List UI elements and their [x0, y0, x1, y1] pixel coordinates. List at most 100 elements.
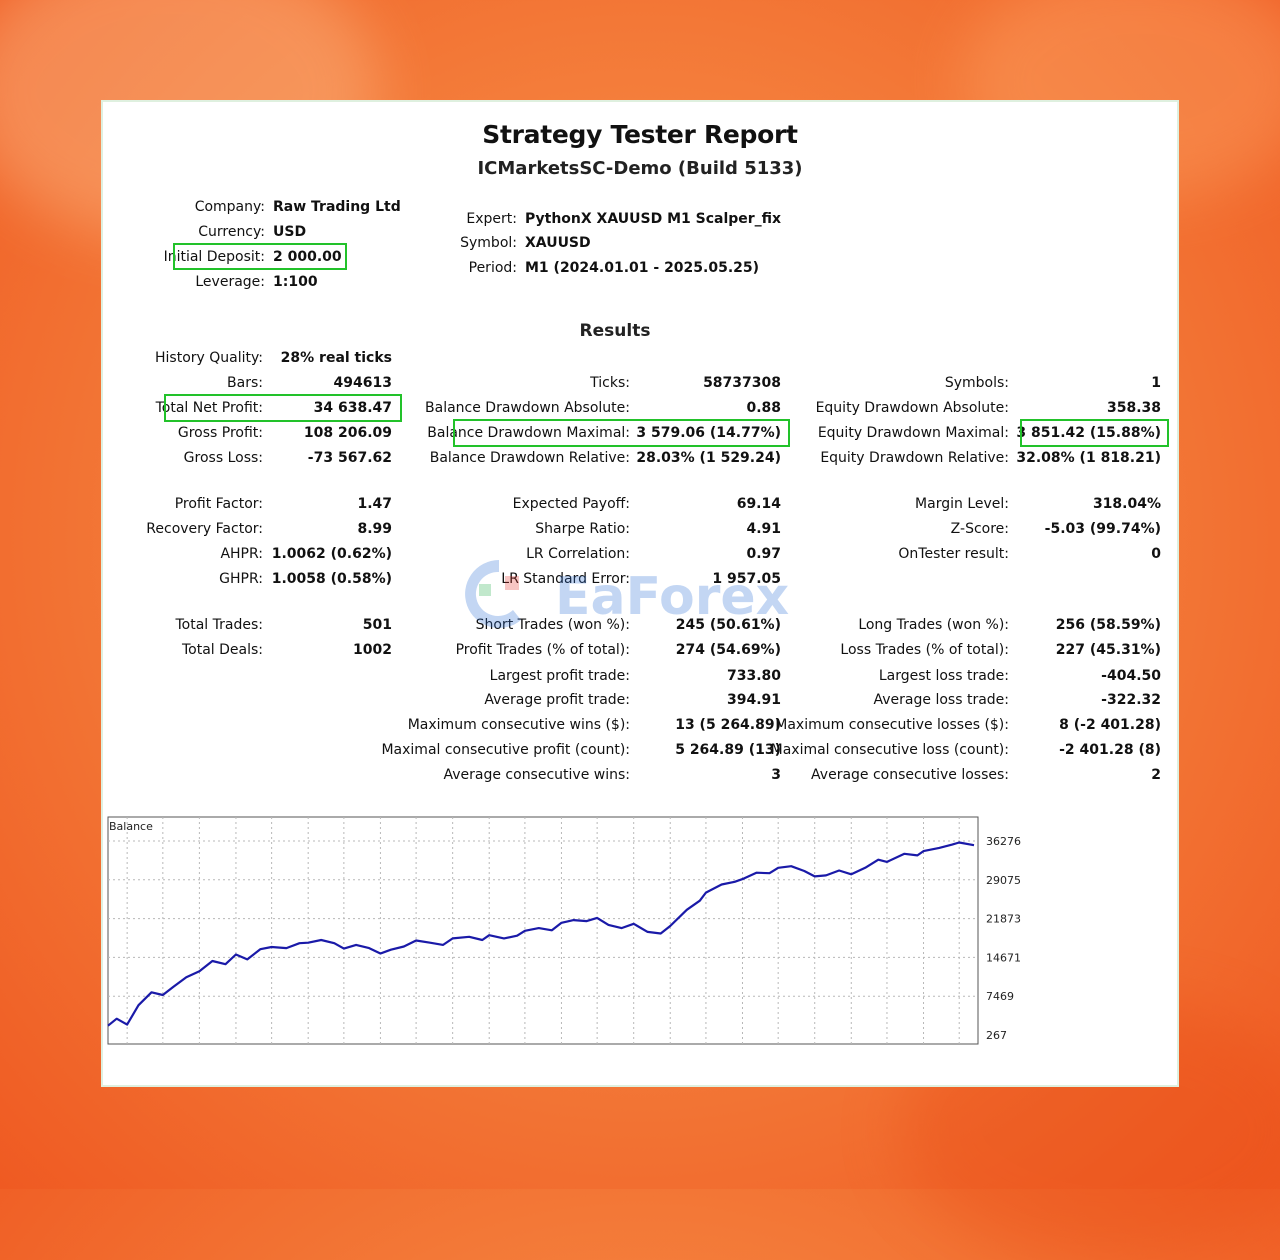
label-maximal-consecutive-profit-count: Maximal consecutive profit (count):	[381, 742, 630, 758]
y-tick-label: 14671	[986, 951, 1021, 964]
label-average-loss-trade: Average loss trade:	[873, 692, 1009, 708]
label-largest-loss-trade: Largest loss trade:	[878, 668, 1009, 684]
value-currency: USD	[273, 224, 307, 240]
label-currency: Currency:	[198, 224, 265, 240]
plot-area	[107, 816, 979, 1045]
label-profit-trades-of-total: Profit Trades (% of total):	[455, 642, 630, 658]
value-ghpr: 1.0058 (0.58%)	[271, 571, 392, 587]
label-maximal-consecutive-loss-count: Maximal consecutive loss (count):	[770, 742, 1009, 758]
value-maximum-consecutive-losses: 8 (-2 401.28)	[1059, 717, 1161, 733]
label-lr-standard-error: LR Standard Error:	[501, 571, 630, 587]
label-total-deals: Total Deals:	[181, 642, 263, 658]
label-total-net-profit: Total Net Profit:	[155, 400, 263, 416]
chart-title: Balance	[109, 820, 153, 833]
label-short-trades-won: Short Trades (won %):	[475, 617, 630, 633]
label-balance-drawdown-maximal: Balance Drawdown Maximal:	[427, 425, 630, 441]
label-ticks: Ticks:	[590, 375, 630, 391]
value-short-trades-won: 245 (50.61%)	[675, 617, 781, 633]
label-period: Period:	[468, 260, 517, 276]
label-ontester-result: OnTester result:	[898, 546, 1009, 562]
label-gross-profit: Gross Profit:	[177, 425, 263, 441]
value-sharpe-ratio: 4.91	[746, 521, 781, 537]
label-recovery-factor: Recovery Factor:	[146, 521, 263, 537]
value-bars: 494613	[333, 375, 392, 391]
value-profit-trades-of-total: 274 (54.69%)	[675, 642, 781, 658]
label-ghpr: GHPR:	[219, 571, 263, 587]
balance-chart: 2677469146712187329075362764788130172213…	[107, 816, 1079, 1060]
label-loss-trades-of-total: Loss Trades (% of total):	[840, 642, 1009, 658]
label-sharpe-ratio: Sharpe Ratio:	[535, 521, 630, 537]
value-loss-trades-of-total: 227 (45.31%)	[1055, 642, 1161, 658]
label-symbols: Symbols:	[944, 375, 1009, 391]
value-margin-level: 318.04%	[1092, 496, 1161, 512]
balance-line	[107, 841, 975, 1027]
value-average-consecutive-wins: 3	[771, 767, 781, 783]
value-symbols: 1	[1151, 375, 1161, 391]
value-largest-profit-trade: 733.80	[726, 668, 781, 684]
y-tick-label: 267	[986, 1029, 1007, 1042]
label-bars: Bars:	[227, 375, 263, 391]
value-expert: PythonX XAUUSD M1 Scalper_fix	[525, 211, 782, 227]
y-tick-label: 29075	[986, 874, 1021, 887]
label-initial-deposit: Initial Deposit:	[163, 249, 265, 265]
value-period: M1 (2024.01.01 - 2025.05.25)	[525, 260, 760, 276]
label-equity-drawdown-maximal: Equity Drawdown Maximal:	[817, 425, 1009, 441]
value-total-net-profit: 34 638.47	[313, 400, 392, 416]
value-balance-drawdown-maximal: 3 579.06 (14.77%)	[636, 425, 781, 441]
value-expected-payoff: 69.14	[736, 496, 781, 512]
label-equity-drawdown-relative: Equity Drawdown Relative:	[820, 450, 1009, 466]
value-gross-profit: 108 206.09	[303, 425, 392, 441]
value-symbol: XAUUSD	[525, 235, 591, 251]
label-company: Company:	[194, 199, 265, 215]
value-ahpr: 1.0062 (0.62%)	[271, 546, 392, 562]
highlight-initial-deposit	[173, 243, 347, 270]
label-average-consecutive-losses: Average consecutive losses:	[811, 767, 1009, 783]
label-expert: Expert:	[466, 211, 517, 227]
value-equity-drawdown-absolute: 358.38	[1106, 400, 1161, 416]
label-average-consecutive-wins: Average consecutive wins:	[443, 767, 630, 783]
label-total-trades: Total Trades:	[175, 617, 264, 633]
highlight-balance-drawdown-maximal	[453, 419, 790, 447]
value-history-quality: 28% real ticks	[280, 350, 392, 366]
value-maximal-consecutive-profit-count: 5 264.89 (13)	[675, 742, 781, 758]
label-profit-factor: Profit Factor:	[174, 496, 263, 512]
value-equity-drawdown-maximal: 3 851.42 (15.88%)	[1016, 425, 1161, 441]
value-lr-standard-error: 1 957.05	[712, 571, 781, 587]
balance-chart-svg: 2677469146712187329075362764788130172213…	[107, 816, 1021, 1060]
value-maximal-consecutive-loss-count: -2 401.28 (8)	[1059, 742, 1161, 758]
strategy-tester-report: Strategy Tester Report ICMarketsSC-Demo …	[101, 100, 1179, 1087]
label-gross-loss: Gross Loss:	[183, 450, 263, 466]
label-lr-correlation: LR Correlation:	[526, 546, 630, 562]
value-company: Raw Trading Ltd	[273, 199, 401, 215]
value-lr-correlation: 0.97	[746, 546, 781, 562]
value-average-profit-trade: 394.91	[726, 692, 781, 708]
label-history-quality: History Quality:	[155, 350, 263, 366]
label-balance-drawdown-absolute: Balance Drawdown Absolute:	[425, 400, 630, 416]
value-z-score: -5.03 (99.74%)	[1044, 521, 1161, 537]
highlight-total-net-profit	[164, 394, 402, 422]
label-leverage: Leverage:	[195, 274, 265, 290]
report-title: Strategy Tester Report	[482, 120, 798, 149]
label-long-trades-won: Long Trades (won %):	[858, 617, 1009, 633]
label-symbol: Symbol:	[460, 235, 517, 251]
value-long-trades-won: 256 (58.59%)	[1055, 617, 1161, 633]
value-recovery-factor: 8.99	[357, 521, 392, 537]
value-profit-factor: 1.47	[357, 496, 392, 512]
value-balance-drawdown-relative: 28.03% (1 529.24)	[636, 450, 781, 466]
report-subtitle: ICMarketsSC-Demo (Build 5133)	[477, 158, 803, 179]
value-average-consecutive-losses: 2	[1151, 767, 1161, 783]
y-tick-label: 7469	[986, 990, 1014, 1003]
value-total-deals: 1002	[353, 642, 392, 658]
label-maximum-consecutive-wins: Maximum consecutive wins ($):	[407, 717, 630, 733]
value-average-loss-trade: -322.32	[1101, 692, 1161, 708]
y-tick-label: 36276	[986, 835, 1021, 848]
value-total-trades: 501	[362, 617, 392, 633]
results-heading: Results	[579, 321, 651, 341]
value-leverage: 1:100	[273, 274, 318, 290]
label-z-score: Z-Score:	[950, 521, 1009, 537]
value-ontester-result: 0	[1151, 546, 1161, 562]
value-ticks: 58737308	[703, 375, 781, 391]
label-largest-profit-trade: Largest profit trade:	[489, 668, 630, 684]
value-initial-deposit: 2 000.00	[273, 249, 342, 265]
value-balance-drawdown-absolute: 0.88	[746, 400, 781, 416]
